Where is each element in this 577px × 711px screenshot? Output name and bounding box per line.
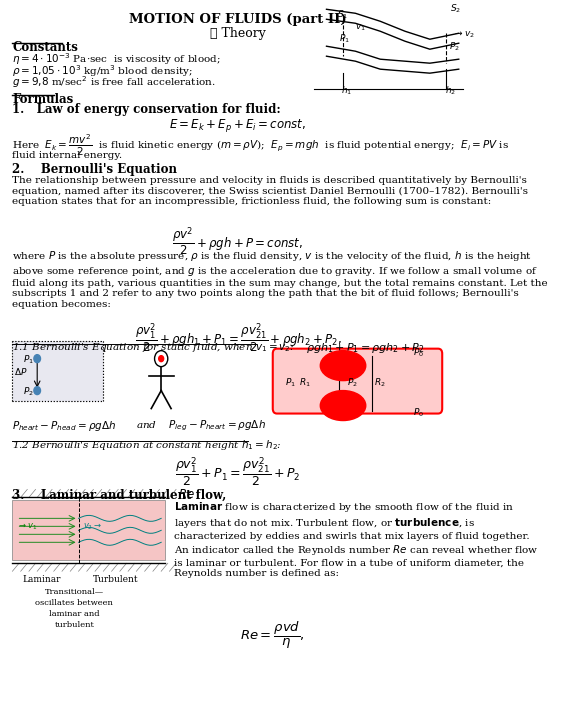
Text: Laminar: Laminar [22,575,61,584]
Text: $Re = \dfrac{\rho v d}{\eta},$: $Re = \dfrac{\rho v d}{\eta},$ [241,620,305,651]
Text: $v_1$: $v_1$ [355,22,366,33]
Text: Here  $E_k = \dfrac{mv^2}{2}$  is fluid kinetic energy ($m = \rho V$);  $E_p = m: Here $E_k = \dfrac{mv^2}{2}$ is fluid ki… [12,133,509,158]
Text: $P_{heart} - P_{head} = \rho g \Delta h$: $P_{heart} - P_{head} = \rho g \Delta h$ [12,419,117,432]
Text: Constants: Constants [12,41,78,54]
Text: 1.   Law of energy conservation for fluid:: 1. Law of energy conservation for fluid: [12,103,281,116]
Text: $g = 9{,}8$ m/sec$^2$ is free fall acceleration.: $g = 9{,}8$ m/sec$^2$ is free fall accel… [12,74,216,90]
FancyBboxPatch shape [273,348,442,414]
Text: $h_2$: $h_2$ [445,84,456,97]
Text: The relationship between pressure and velocity in fluids is described quantitati: The relationship between pressure and ve… [12,176,529,206]
Text: ⧁ Theory: ⧁ Theory [210,27,266,41]
Text: and    $P_{leg} - P_{heart} = \rho g \Delta h$: and $P_{leg} - P_{heart} = \rho g \Delta… [136,419,266,433]
Text: $\dfrac{\rho v_1^2}{2} + P_1 = \dfrac{\rho v_{21}^2}{2} + P_2$: $\dfrac{\rho v_1^2}{2} + P_1 = \dfrac{\r… [175,456,301,489]
Text: where $P$ is the absolute pressure, $\rho$ is the fluid density, $v$ is the velo: where $P$ is the absolute pressure, $\rh… [12,249,548,309]
Text: $P_1$: $P_1$ [23,353,34,366]
Text: $\eta = 4 \cdot 10^{-3}$ Pa·sec  is viscosity of blood;: $\eta = 4 \cdot 10^{-3}$ Pa·sec is visco… [12,51,221,67]
Text: $\rho = 1{,}05 \cdot 10^3$ kg/m$^3$ blood density;: $\rho = 1{,}05 \cdot 10^3$ kg/m$^3$ bloo… [12,63,193,79]
Text: 1.1 Bernoulli's Equation for static fluid, when $v_1 = v_2$:: 1.1 Bernoulli's Equation for static flui… [12,341,295,353]
Text: $\rightarrow v_2$: $\rightarrow v_2$ [453,29,475,40]
Text: $v_2 \rightarrow$: $v_2 \rightarrow$ [83,521,102,532]
Text: Formulas: Formulas [12,93,74,106]
Text: 2.    Bernoulli's Equation: 2. Bernoulli's Equation [12,163,177,176]
Text: $R_1$: $R_1$ [299,377,311,389]
Circle shape [34,355,40,363]
Text: $S_2$: $S_2$ [451,2,462,15]
Bar [12,501,166,560]
Text: fluid internal energy.: fluid internal energy. [12,151,122,160]
Ellipse shape [320,351,366,380]
Text: $P_1$: $P_1$ [285,377,296,389]
Circle shape [159,356,164,362]
Text: $Re$: $Re$ [178,488,194,501]
Text: laminar and: laminar and [49,610,100,618]
Text: $P_2$: $P_2$ [347,377,358,389]
Text: $E = E_k + E_p + E_i = const,$: $E = E_k + E_p + E_i = const,$ [170,117,306,134]
Text: 1.2 Bernoulli's Equation at constant height $h_1 = h_2$:: 1.2 Bernoulli's Equation at constant hei… [12,439,282,452]
Text: $\rho g h_1 + P_1 = \rho g h_2 + P_2$: $\rho g h_1 + P_1 = \rho g h_2 + P_2$ [306,341,425,355]
Text: MOTION OF FLUIDS (part II): MOTION OF FLUIDS (part II) [129,14,347,26]
Text: $P_0$: $P_0$ [413,347,424,359]
Text: $\Delta P$: $\Delta P$ [14,365,28,377]
Text: $R_2$: $R_2$ [373,377,385,389]
Text: $P_0$: $P_0$ [413,407,424,419]
Text: $\rightarrow v_1$: $\rightarrow v_1$ [17,521,37,532]
Text: $P_2$: $P_2$ [23,385,34,398]
Text: $\dfrac{\rho v_1^2}{2} + \rho g h_1 + P_1 = \dfrac{\rho v_{21}^2}{2} + \rho g h_: $\dfrac{\rho v_1^2}{2} + \rho g h_1 + P_… [134,321,342,353]
Text: $P_2$: $P_2$ [449,41,460,53]
FancyBboxPatch shape [12,341,103,400]
Circle shape [34,387,40,395]
Text: $S_1$: $S_1$ [337,9,349,21]
Text: oscillates between: oscillates between [35,599,113,607]
Ellipse shape [320,390,366,420]
Text: 3.    Laminar and turbulent flow,: 3. Laminar and turbulent flow, [12,488,231,501]
Text: $\mathbf{Laminar}$ flow is characterized by the smooth flow of the fluid in
laye: $\mathbf{Laminar}$ flow is characterized… [174,501,538,577]
FancyBboxPatch shape [281,356,434,400]
Text: turbulent: turbulent [54,621,94,629]
Text: $P_1$: $P_1$ [339,32,350,45]
Text: $\dfrac{\rho v^2}{2} + \rho g h + P = const,$: $\dfrac{\rho v^2}{2} + \rho g h + P = co… [173,226,304,258]
Text: Transitional—: Transitional— [45,588,104,597]
Text: $h_1$: $h_1$ [342,84,353,97]
Text: Turbulent: Turbulent [93,575,138,584]
